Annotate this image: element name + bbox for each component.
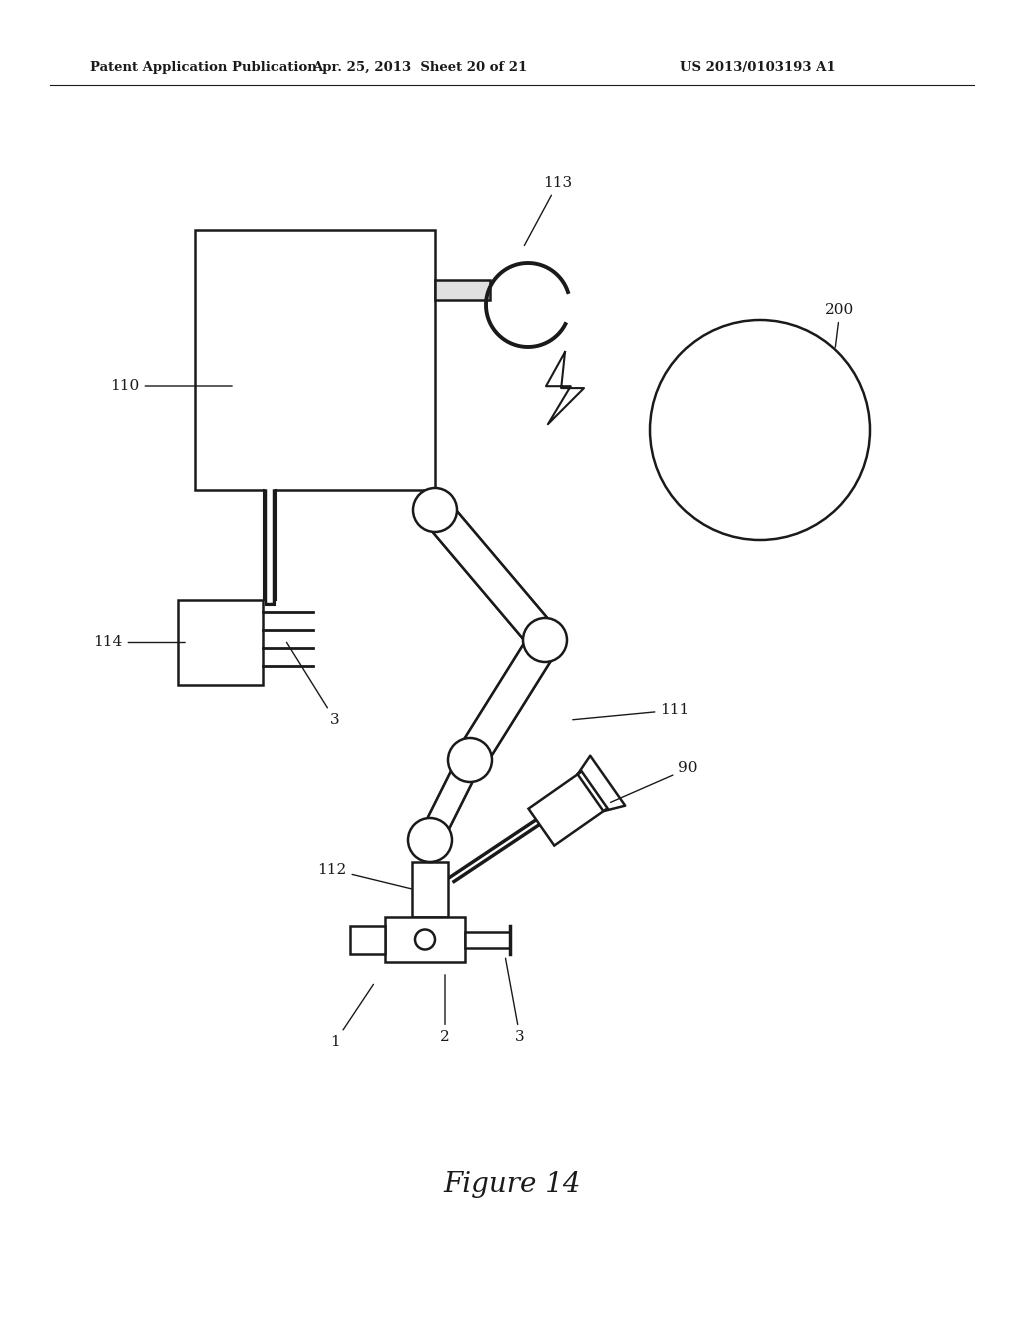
Text: 2: 2	[440, 974, 450, 1044]
Text: Patent Application Publication: Patent Application Publication	[90, 62, 316, 74]
Text: Apr. 25, 2013  Sheet 20 of 21: Apr. 25, 2013 Sheet 20 of 21	[312, 62, 527, 74]
Circle shape	[523, 618, 567, 663]
Text: 90: 90	[610, 762, 697, 803]
Text: 200: 200	[825, 304, 855, 347]
Text: Figure 14: Figure 14	[443, 1172, 581, 1199]
Polygon shape	[423, 500, 557, 651]
Circle shape	[650, 319, 870, 540]
Text: 113: 113	[524, 176, 572, 246]
Text: 3: 3	[287, 643, 340, 727]
Polygon shape	[419, 755, 480, 845]
Circle shape	[415, 929, 435, 949]
Bar	[178, 601, 263, 685]
Circle shape	[449, 738, 492, 781]
Polygon shape	[528, 771, 607, 846]
Bar	[435, 280, 490, 300]
Text: 3: 3	[506, 958, 525, 1044]
Bar	[350, 925, 385, 953]
Polygon shape	[457, 631, 558, 768]
Text: 110: 110	[111, 379, 232, 393]
Text: 111: 111	[572, 704, 689, 719]
Bar	[195, 230, 435, 490]
Text: 114: 114	[93, 635, 185, 649]
Bar	[465, 932, 510, 948]
Bar	[385, 917, 465, 962]
Text: 112: 112	[317, 862, 412, 888]
Circle shape	[408, 818, 452, 862]
Circle shape	[413, 488, 457, 532]
Text: US 2013/0103193 A1: US 2013/0103193 A1	[680, 62, 836, 74]
Bar	[412, 862, 449, 917]
Text: 1: 1	[330, 985, 374, 1049]
